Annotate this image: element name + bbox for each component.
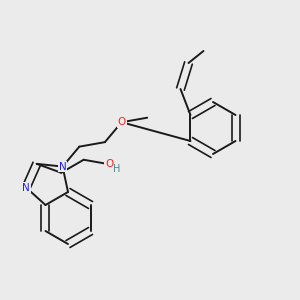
- Text: O: O: [105, 159, 113, 169]
- Text: N: N: [59, 162, 67, 172]
- Text: N: N: [22, 183, 30, 193]
- Text: H: H: [112, 164, 120, 174]
- Text: O: O: [118, 117, 126, 127]
